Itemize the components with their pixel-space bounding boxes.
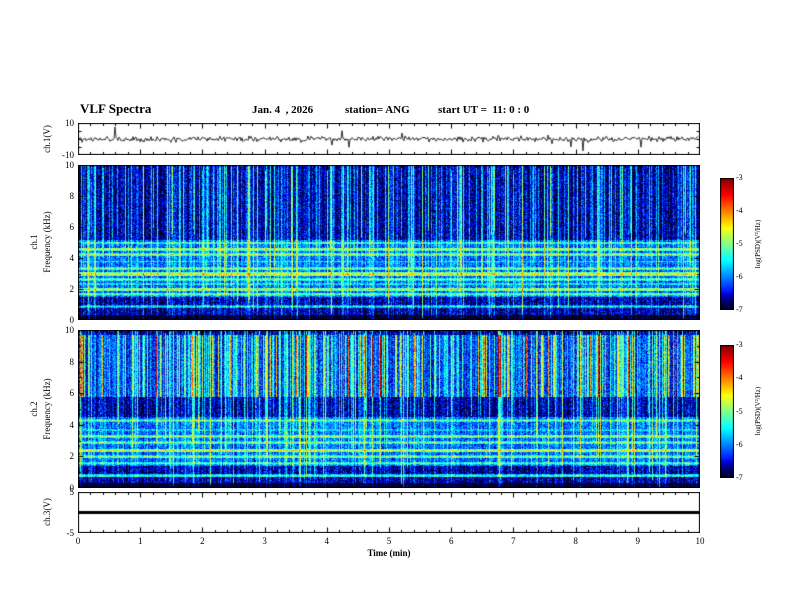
figure-date: Jan. 4 , 2026 xyxy=(252,104,314,116)
ch1-voltage-panel xyxy=(78,123,700,155)
ch1-spectrogram-axis-label-channel: ch.1 xyxy=(29,234,39,250)
colorbar-ch1-label: log(PSD)(V²/Hz) xyxy=(754,219,762,269)
ch2-spectrogram-axis-label-channel: ch.2 xyxy=(29,401,39,417)
x-tick-label: 0 xyxy=(75,536,81,546)
y-tick-label: 0 xyxy=(69,483,75,493)
ch3-voltage-panel xyxy=(78,492,700,533)
ch2-spectrogram-panel xyxy=(78,330,700,488)
y-tick-label: 10 xyxy=(65,325,74,335)
y-tick-label: 6 xyxy=(69,388,75,399)
y-tick-label: 8 xyxy=(69,356,75,367)
colorbar-tick-label: -6 xyxy=(736,439,743,449)
y-tick-label: 2 xyxy=(69,451,75,462)
x-tick-label: 7 xyxy=(511,536,516,546)
colorbar-tick-label: -7 xyxy=(736,473,743,482)
colorbar-tick-label: -5 xyxy=(736,406,743,416)
y-tick-label: 10 xyxy=(65,118,74,128)
x-axis-label: Time (min) xyxy=(367,548,411,558)
x-tick-label: 3 xyxy=(262,536,267,546)
ch1-spectrogram-panel xyxy=(78,165,700,320)
ch3-voltage-axis-label: ch.3(V) xyxy=(42,498,52,526)
y-tick-label: 10 xyxy=(65,160,74,170)
figure-station: station= ANG xyxy=(345,104,410,116)
y-tick-label: 4 xyxy=(69,253,75,263)
y-tick-label: 0 xyxy=(69,315,75,325)
x-tick-label: 10 xyxy=(695,536,705,546)
y-tick-label: 8 xyxy=(69,191,75,201)
ch1-spectrogram-axis-label-frequency: Frequency (kHz) xyxy=(42,211,52,273)
y-tick-label: 5 xyxy=(69,487,75,497)
y-tick-label: -10 xyxy=(62,150,74,160)
figure-start-ut: start UT = 11: 0 : 0 xyxy=(438,104,530,116)
y-tick-label: 2 xyxy=(69,284,75,294)
ch1-voltage-axis-label: ch.1(V) xyxy=(42,125,52,153)
colorbar-tick-label: -3 xyxy=(736,173,743,182)
colorbar-tick-label: -5 xyxy=(736,239,743,248)
colorbar-ch2 xyxy=(720,345,734,478)
colorbar-tick-label: -3 xyxy=(736,340,743,349)
y-tick-label: -5 xyxy=(66,528,75,538)
colorbar-ch2-label: log(PSD)(V²/Hz) xyxy=(754,386,762,436)
x-tick-label: 2 xyxy=(200,536,205,546)
colorbar-tick-label: -4 xyxy=(736,206,743,215)
colorbar-tick-label: -6 xyxy=(736,272,743,281)
colorbar-ch1 xyxy=(720,178,734,310)
y-tick-label: 6 xyxy=(69,222,75,232)
x-tick-label: 1 xyxy=(137,536,143,546)
x-tick-label: 8 xyxy=(573,536,578,546)
x-tick-label: 6 xyxy=(448,536,454,546)
colorbar-tick-label: -7 xyxy=(736,305,743,314)
x-tick-label: 4 xyxy=(324,536,330,546)
figure-title: VLF Spectra xyxy=(80,101,152,116)
ch2-spectrogram-axis-label-frequency: Frequency (kHz) xyxy=(42,378,52,440)
y-tick-label: 4 xyxy=(69,419,75,430)
x-tick-label: 5 xyxy=(386,536,392,546)
colorbar-tick-label: -4 xyxy=(736,373,743,383)
x-tick-label: 9 xyxy=(635,536,641,546)
